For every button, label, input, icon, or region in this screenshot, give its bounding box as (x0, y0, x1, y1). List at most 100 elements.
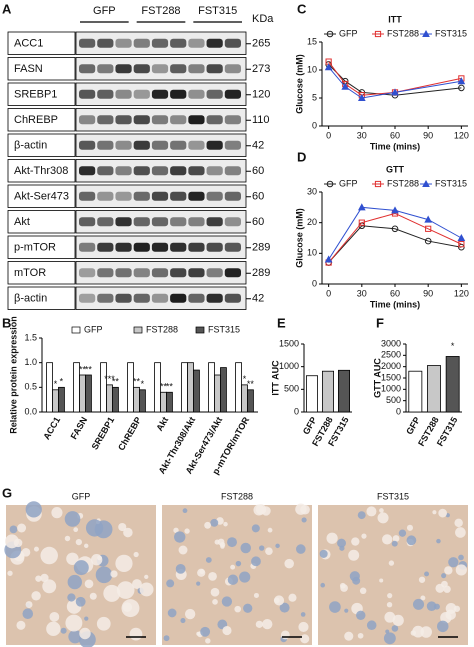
x-axis-label: Time (mins) (370, 299, 420, 309)
band (97, 89, 114, 99)
band (170, 89, 187, 99)
tissue-texture (420, 626, 432, 638)
band (115, 191, 132, 201)
point (458, 241, 465, 248)
point (324, 63, 333, 71)
y-axis-label: Glucose (mM) (294, 54, 304, 114)
point (326, 180, 334, 188)
point (391, 88, 399, 96)
row-label-box (7, 133, 76, 157)
legend-label: GFP (339, 28, 358, 38)
tissue-texture (392, 614, 404, 626)
point (357, 93, 366, 101)
tissue-texture (166, 579, 175, 588)
significance: ** (85, 364, 93, 374)
band (115, 268, 132, 278)
tissue-texture (197, 568, 206, 577)
tissue-texture (96, 616, 111, 631)
bar (106, 384, 113, 413)
kda-label: 289 (252, 242, 270, 254)
tissue-texture (448, 557, 459, 568)
tissue-texture (436, 538, 441, 544)
tissue-texture (377, 512, 389, 524)
y-tick-label: 1000 (279, 361, 299, 371)
band (188, 89, 205, 99)
band (170, 191, 187, 201)
significance: * (60, 377, 64, 387)
band (115, 115, 132, 125)
row-label: Akt-Thr308 (14, 165, 68, 177)
y-tick-label: 1.0 (24, 357, 37, 367)
point (424, 237, 432, 245)
x-tick-label: ChREBP (116, 415, 143, 452)
y-tick-label: 5 (312, 92, 317, 102)
band (97, 293, 114, 303)
band (97, 242, 114, 252)
bar (220, 367, 227, 413)
tissue-texture (40, 573, 49, 583)
band (170, 140, 187, 150)
band (79, 268, 96, 278)
panel-letter: E (277, 315, 286, 330)
tissue-texture (386, 602, 393, 608)
y-tick-label: 0 (396, 406, 401, 416)
y-axis-label: GTT AUC (372, 358, 382, 398)
tissue-texture (361, 533, 367, 539)
bar (166, 391, 173, 413)
band (151, 166, 169, 176)
tissue-texture (73, 527, 79, 533)
row-label-box (7, 286, 76, 310)
kda-label: 289 (252, 267, 270, 279)
tissue-texture (357, 632, 364, 639)
tissue-texture (208, 572, 217, 581)
tissue-texture (95, 566, 113, 584)
tissue-texture (65, 614, 83, 632)
tissue-texture (25, 601, 33, 609)
bar (79, 374, 86, 413)
tissue-texture (223, 521, 228, 527)
tissue-texture (184, 528, 190, 534)
tissue-texture (84, 579, 94, 589)
tissue-texture (349, 571, 360, 582)
band (206, 217, 223, 227)
tissue-texture (33, 546, 39, 552)
tissue-texture (235, 560, 242, 567)
band (97, 115, 114, 125)
tissue-texture (454, 518, 463, 528)
legend-swatch (71, 326, 81, 334)
tissue-texture (359, 587, 367, 595)
x-tick-label: 120 (454, 288, 469, 298)
y-tick-label: 1000 (381, 384, 401, 394)
significance: ** (79, 364, 87, 374)
band (97, 217, 114, 227)
band (97, 191, 114, 201)
significance: ** (166, 382, 174, 392)
y-tick-label: 0.5 (24, 382, 37, 392)
bar (445, 356, 460, 413)
row-label: ChREBP (14, 114, 58, 126)
band (151, 242, 169, 252)
bar (133, 386, 140, 413)
band (79, 89, 96, 99)
tissue-texture (64, 511, 81, 527)
tissue-texture (300, 612, 306, 617)
x-tick-label: 30 (357, 288, 367, 298)
tissue-texture (22, 608, 34, 619)
tissue-texture (435, 583, 445, 593)
significance: * (141, 379, 145, 389)
y-tick-label: 0 (312, 120, 317, 130)
band (151, 293, 169, 303)
tissue-texture (398, 529, 407, 537)
point (341, 82, 350, 90)
band (224, 140, 241, 150)
band (151, 217, 169, 227)
y-tick-label: 10 (307, 248, 317, 258)
y-tick-label: 500 (386, 395, 401, 405)
legend-label: FST315 (435, 178, 467, 188)
y-tick-label: 1.5 (24, 332, 37, 342)
chart-title: ITT (388, 14, 402, 24)
bar (52, 389, 59, 413)
tissue-texture (196, 581, 201, 586)
kda-label: 60 (252, 165, 264, 177)
band (151, 140, 169, 150)
